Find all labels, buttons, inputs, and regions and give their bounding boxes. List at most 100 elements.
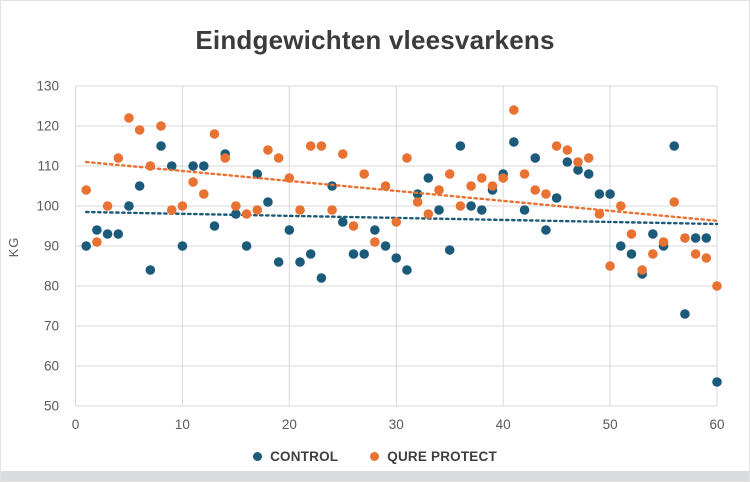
data-point-qure-protect[interactable] [166,205,177,215]
data-point-qure-protect[interactable] [530,185,541,195]
data-point-qure-protect[interactable] [680,233,690,243]
data-point-control[interactable] [145,265,156,275]
data-point-control[interactable] [380,241,391,251]
data-point-control[interactable] [263,197,273,207]
data-point-qure-protect[interactable] [209,129,220,139]
data-point-control[interactable] [124,201,134,211]
data-point-qure-protect[interactable] [102,201,113,211]
data-point-qure-protect[interactable] [712,281,722,291]
data-point-qure-protect[interactable] [263,145,273,155]
data-point-control[interactable] [102,229,113,239]
data-point-qure-protect[interactable] [156,121,166,131]
data-point-control[interactable] [156,141,166,151]
data-point-control[interactable] [605,189,615,199]
data-point-control[interactable] [134,181,145,191]
data-point-control[interactable] [252,169,263,179]
data-point-control[interactable] [113,229,124,239]
data-point-control[interactable] [466,201,476,211]
data-point-control[interactable] [690,233,701,243]
data-point-control[interactable] [284,225,295,235]
data-point-qure-protect[interactable] [455,201,466,211]
data-point-qure-protect[interactable] [316,141,327,151]
data-point-control[interactable] [701,233,712,243]
data-point-qure-protect[interactable] [690,249,701,259]
data-point-qure-protect[interactable] [476,173,487,183]
data-point-qure-protect[interactable] [220,153,230,163]
data-point-qure-protect[interactable] [337,149,348,159]
data-point-control[interactable] [583,169,594,179]
data-point-control[interactable] [337,217,348,227]
data-point-qure-protect[interactable] [305,141,316,151]
data-point-qure-protect[interactable] [359,169,369,179]
data-point-control[interactable] [81,241,91,251]
data-point-control[interactable] [295,257,305,267]
data-point-qure-protect[interactable] [637,265,647,275]
data-point-qure-protect[interactable] [487,181,498,191]
data-point-control[interactable] [434,205,444,215]
data-point-qure-protect[interactable] [509,105,519,115]
data-point-control[interactable] [305,249,316,259]
data-point-control[interactable] [402,265,412,275]
data-point-control[interactable] [476,205,487,215]
data-point-control[interactable] [519,205,530,215]
legend-item-qure-protect[interactable]: QURE PROTECT [370,449,497,464]
data-point-control[interactable] [316,273,327,283]
data-point-qure-protect[interactable] [701,253,712,263]
data-point-qure-protect[interactable] [594,209,605,219]
data-point-control[interactable] [455,141,466,151]
data-point-qure-protect[interactable] [648,249,658,259]
data-point-control[interactable] [188,161,198,171]
data-point-qure-protect[interactable] [124,113,134,123]
data-point-qure-protect[interactable] [188,177,198,187]
data-point-qure-protect[interactable] [669,197,680,207]
data-point-control[interactable] [348,249,359,259]
data-point-qure-protect[interactable] [583,153,594,163]
data-point-qure-protect[interactable] [391,217,402,227]
data-point-qure-protect[interactable] [327,205,337,215]
data-point-control[interactable] [530,153,541,163]
data-point-control[interactable] [423,173,434,183]
data-point-control[interactable] [626,249,637,259]
data-point-qure-protect[interactable] [615,201,626,211]
data-point-qure-protect[interactable] [466,181,476,191]
data-point-control[interactable] [359,249,369,259]
data-point-control[interactable] [551,193,562,203]
data-point-control[interactable] [273,257,284,267]
data-point-control[interactable] [594,189,605,199]
data-point-control[interactable] [712,377,722,387]
data-point-qure-protect[interactable] [573,157,583,167]
data-point-control[interactable] [648,229,658,239]
data-point-qure-protect[interactable] [177,201,188,211]
data-point-qure-protect[interactable] [113,153,124,163]
data-point-qure-protect[interactable] [231,201,241,211]
data-point-control[interactable] [199,161,209,171]
data-point-qure-protect[interactable] [626,229,637,239]
data-point-control[interactable] [166,161,177,171]
data-point-control[interactable] [370,225,380,235]
data-point-control[interactable] [615,241,626,251]
data-point-control[interactable] [669,141,680,151]
trendline-control[interactable] [84,210,719,226]
data-point-qure-protect[interactable] [434,185,444,195]
data-point-qure-protect[interactable] [295,205,305,215]
data-point-qure-protect[interactable] [348,221,359,231]
data-point-qure-protect[interactable] [519,169,530,179]
data-point-control[interactable] [391,253,402,263]
trendline-qure-protect[interactable] [84,160,719,223]
data-point-qure-protect[interactable] [444,169,455,179]
data-point-qure-protect[interactable] [402,153,412,163]
data-point-qure-protect[interactable] [92,237,102,247]
data-point-qure-protect[interactable] [541,189,551,199]
data-point-qure-protect[interactable] [551,141,562,151]
data-point-control[interactable] [541,225,551,235]
data-point-qure-protect[interactable] [252,205,263,215]
data-point-qure-protect[interactable] [370,237,380,247]
data-point-qure-protect[interactable] [380,181,391,191]
data-point-qure-protect[interactable] [273,153,284,163]
legend-item-control[interactable]: CONTROL [253,449,338,464]
data-point-qure-protect[interactable] [423,209,434,219]
data-point-control[interactable] [241,241,252,251]
data-point-qure-protect[interactable] [241,209,252,219]
data-point-control[interactable] [509,137,519,147]
data-point-qure-protect[interactable] [498,173,508,183]
